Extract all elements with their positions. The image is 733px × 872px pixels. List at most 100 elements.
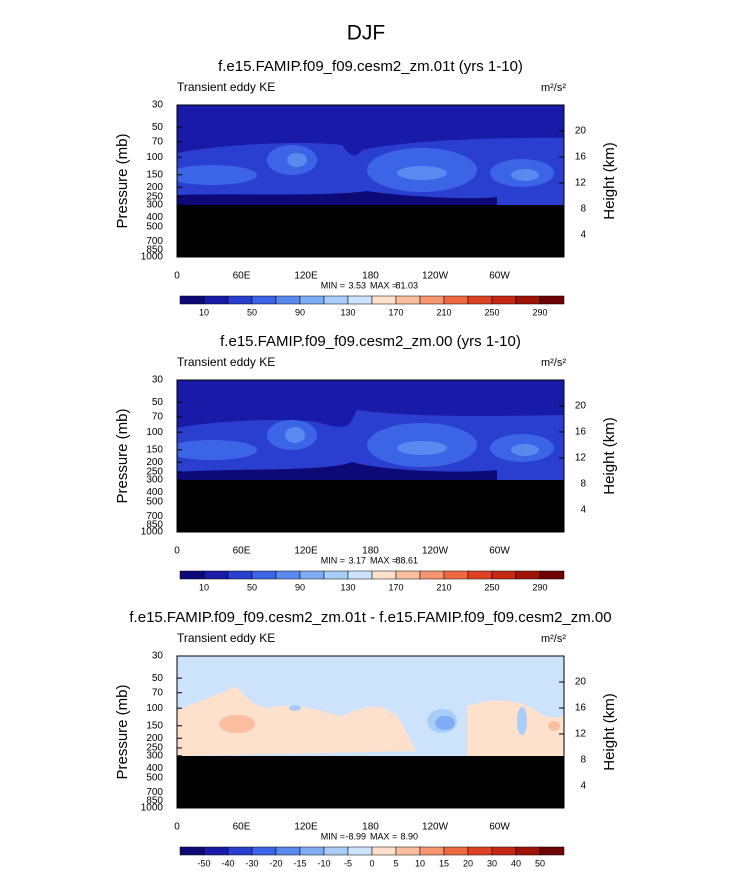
colorbar-label: 5 <box>393 858 398 868</box>
colorbar-box <box>251 570 277 580</box>
colorbar-box <box>299 846 325 856</box>
x-tick-label: 60W <box>489 271 510 282</box>
max-value: 8.90 <box>400 831 418 841</box>
colorbar-box <box>179 570 205 580</box>
y-tick-label: 100 <box>146 427 163 438</box>
colorbar-box <box>203 846 229 856</box>
y-tick-label: 400 <box>146 487 163 498</box>
colorbar-box <box>395 846 421 856</box>
y-tick-label: 250 <box>146 743 163 754</box>
y-tick-label: 300 <box>146 474 163 485</box>
x-tick-label: 180 <box>362 546 379 557</box>
min-value: 3.53 <box>348 280 366 290</box>
colorbar-box <box>323 295 349 305</box>
colorbar-label: 20 <box>463 858 473 868</box>
colorbar-box <box>491 570 517 580</box>
x-tick-label: 60E <box>233 546 251 557</box>
y2-tick-label: 16 <box>575 152 587 163</box>
colorbar-label: 10 <box>199 582 209 592</box>
colorbar-box <box>515 570 541 580</box>
colorbar-label: 10 <box>199 307 209 317</box>
colorbar-box <box>491 846 517 856</box>
max-label: MAX = <box>370 555 397 565</box>
max-label: MAX = <box>370 280 397 290</box>
y2-tick-label: 12 <box>575 729 587 740</box>
y-tick-label: 70 <box>152 411 164 422</box>
colorbar-box <box>467 295 493 305</box>
y-tick-label: 300 <box>146 750 163 761</box>
y-tick-label: 30 <box>152 375 164 386</box>
colorbar-box <box>227 570 253 580</box>
x-tick-label: 60W <box>489 546 510 557</box>
colorbar-box <box>491 295 517 305</box>
panel-title: f.e15.FAMIP.f09_f09.cesm2_zm.01t (yrs 1-… <box>218 58 523 75</box>
y-axis-label: Pressure (mb) <box>114 684 131 779</box>
colorbar-label: 210 <box>436 307 451 317</box>
y2-tick-label: 16 <box>575 703 587 714</box>
colorbar-box <box>443 570 469 580</box>
colorbar-box <box>419 295 445 305</box>
colorbar-box <box>299 570 325 580</box>
y-tick-label: 500 <box>146 497 163 508</box>
panel-subtitle: Transient eddy KE <box>177 355 275 369</box>
x-tick-label: 120W <box>422 546 449 557</box>
y-tick-label: 50 <box>152 397 164 408</box>
y2-tick-label: 12 <box>575 178 587 189</box>
colorbar-label: 90 <box>295 307 305 317</box>
colorbar-box <box>251 846 277 856</box>
y-tick-label: 250 <box>146 192 163 203</box>
y-tick-label: 100 <box>146 152 163 163</box>
colorbar-box <box>395 295 421 305</box>
max-label: MAX = <box>370 831 397 841</box>
colorbar-box <box>419 846 445 856</box>
colorbar-box <box>323 846 349 856</box>
x-tick-label: 180 <box>362 271 379 282</box>
colorbar-label: 250 <box>484 307 499 317</box>
colorbar-box <box>179 846 205 856</box>
x-tick-label: 60E <box>233 271 251 282</box>
x-tick-label: 180 <box>362 822 379 833</box>
y-tick-label: 250 <box>146 467 163 478</box>
contour-field <box>177 105 564 257</box>
y-tick-label: 700 <box>146 511 163 522</box>
panel-title: f.e15.FAMIP.f09_f09.cesm2_zm.00 (yrs 1-1… <box>220 333 521 350</box>
colorbar-label: 15 <box>439 858 449 868</box>
colorbar-box <box>275 295 301 305</box>
x-tick-label: 0 <box>174 546 180 557</box>
y-tick-label: 50 <box>152 122 164 133</box>
y-tick-label: 200 <box>146 733 163 744</box>
colorbar-box <box>179 295 205 305</box>
colorbar-box <box>467 570 493 580</box>
x-tick-label: 0 <box>174 822 180 833</box>
y2-tick-label: 8 <box>580 755 586 766</box>
colorbar-label: 290 <box>532 582 547 592</box>
y-tick-label: 70 <box>152 687 164 698</box>
y2-tick-label: 4 <box>580 230 586 241</box>
max-value: 88.61 <box>395 555 418 565</box>
colorbar-label: -20 <box>269 858 282 868</box>
figure-title: DJF <box>347 22 386 45</box>
y-axis-label: Pressure (mb) <box>114 408 131 503</box>
colorbar-box <box>275 846 301 856</box>
colorbar-label: -30 <box>245 858 258 868</box>
x-tick-label: 120E <box>294 822 318 833</box>
y-tick-label: 850 <box>146 245 163 256</box>
y-tick-label: 400 <box>146 212 163 223</box>
y-tick-label: 30 <box>152 100 164 111</box>
colorbar-box <box>323 570 349 580</box>
colorbar-box <box>467 846 493 856</box>
y-tick-label: 200 <box>146 182 163 193</box>
min-value: 3.17 <box>348 555 366 565</box>
y2-tick-label: 8 <box>580 479 586 490</box>
colorbar-box <box>227 846 253 856</box>
colorbar-label: 50 <box>247 582 257 592</box>
colorbar-box <box>275 570 301 580</box>
y-tick-label: 400 <box>146 763 163 774</box>
y2-tick-label: 8 <box>580 204 586 215</box>
colorbar-box <box>347 570 373 580</box>
colorbar-box <box>203 295 229 305</box>
colorbar-box <box>371 846 397 856</box>
colorbar-label: -40 <box>221 858 234 868</box>
y-tick-label: 1000 <box>141 803 164 814</box>
colorbar-box <box>371 570 397 580</box>
